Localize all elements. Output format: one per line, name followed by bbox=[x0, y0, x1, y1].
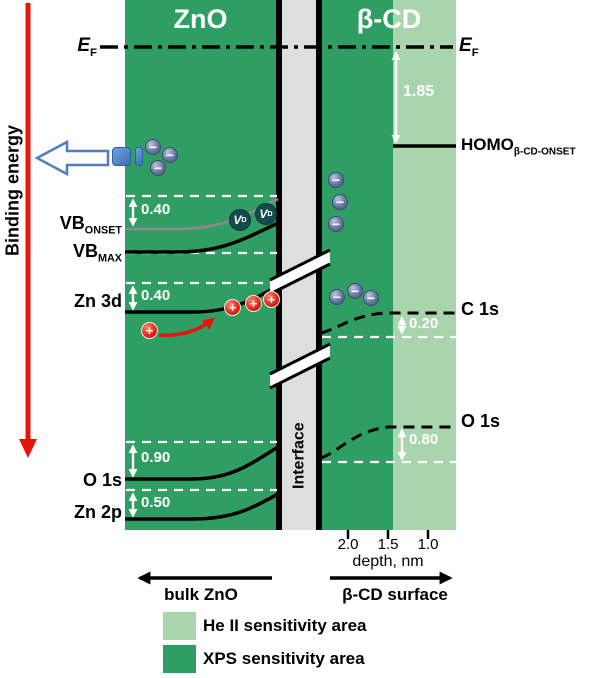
vb-max-sub: MAX bbox=[98, 252, 122, 265]
electron-icon: − bbox=[363, 290, 379, 306]
electron-icon: − bbox=[328, 172, 344, 188]
electron-icon: − bbox=[150, 160, 166, 176]
fermi-symbol: E bbox=[77, 35, 91, 56]
vb-onset-text: VB bbox=[59, 213, 85, 233]
o1s-bcd-shift-value: 0.80 bbox=[409, 431, 439, 448]
depth-tick-label: 1.0 bbox=[417, 536, 439, 553]
electron-icon: − bbox=[162, 147, 178, 163]
homo-label: HOMOβ-CD-ONSET bbox=[461, 135, 576, 157]
homo-shift-value: 1.85 bbox=[403, 83, 435, 100]
electron-symbol: − bbox=[366, 290, 376, 306]
bulk-zno-label: bulk ZnO bbox=[164, 585, 238, 604]
bcd-surface-label: β-CD surface bbox=[342, 585, 448, 604]
electron-icon: − bbox=[329, 289, 345, 305]
zn3d-label: Zn 3d bbox=[74, 291, 122, 311]
interface-label: Interface bbox=[290, 422, 308, 489]
vd-symbol: V bbox=[259, 207, 268, 221]
fermi-label-right: EF bbox=[459, 35, 479, 59]
hole-icon: + bbox=[263, 291, 280, 308]
o1s-zno-label: O 1s bbox=[82, 470, 122, 490]
electron-symbol: − bbox=[350, 283, 360, 299]
vb-max-label: VBMAX bbox=[20, 241, 122, 264]
zno-panel-title: ZnO bbox=[173, 4, 228, 34]
fermi-label-left: EF bbox=[40, 35, 97, 59]
electron-icon: − bbox=[328, 216, 344, 232]
bcd-panel-title: β-CD bbox=[356, 4, 422, 34]
legend-label-xps: XPS sensitivity area bbox=[203, 649, 365, 668]
bcd-panel-heii-area bbox=[393, 0, 456, 530]
electron-symbol: − bbox=[165, 147, 175, 163]
zn2p-label: Zn 2p bbox=[74, 502, 122, 522]
hole-symbol: + bbox=[267, 292, 276, 307]
binding-energy-label: Binding energy bbox=[2, 124, 23, 256]
electron-symbol: − bbox=[153, 160, 163, 176]
o1s-bcd-label: O 1s bbox=[461, 411, 501, 431]
fermi-sub: F bbox=[90, 46, 97, 59]
blue-square-icon bbox=[112, 147, 131, 166]
vb-onset-sub: ONSET bbox=[84, 224, 122, 237]
vd-sub: D bbox=[267, 209, 273, 219]
vb-max-text: VB bbox=[72, 241, 98, 261]
hole-icon: + bbox=[245, 295, 262, 312]
electron-symbol: − bbox=[332, 289, 342, 305]
vb-onset-label: VBONSET bbox=[20, 213, 122, 236]
hole-icon: + bbox=[141, 322, 158, 339]
homo-symbol: HOMO bbox=[461, 135, 514, 154]
hole-symbol: + bbox=[145, 323, 154, 338]
depth-tick-label: 1.5 bbox=[377, 536, 399, 553]
c1s-shift-value: 0.20 bbox=[409, 315, 439, 332]
electron-symbol: − bbox=[331, 216, 341, 232]
vb-shift-value: 0.40 bbox=[141, 201, 171, 218]
legend-label-heii: He II sensitivity area bbox=[203, 616, 367, 635]
o1s-shift-value: 0.90 bbox=[141, 449, 171, 466]
electron-symbol: − bbox=[148, 139, 158, 155]
depth-axis-label: depth, nm bbox=[352, 553, 424, 570]
bcd-panel-xps-area bbox=[322, 0, 393, 530]
vd-symbol: V bbox=[233, 213, 242, 227]
hole-symbol: + bbox=[228, 300, 237, 315]
zn3d-shift-value: 0.40 bbox=[141, 287, 171, 304]
vd-sub: D bbox=[241, 215, 247, 225]
zn2p-shift-value: 0.50 bbox=[141, 494, 171, 511]
binding-energy-arrowhead-icon bbox=[19, 439, 37, 458]
electron-icon: − bbox=[145, 139, 161, 155]
depth-tick-label: 2.0 bbox=[337, 536, 359, 553]
legend-swatch-heii bbox=[163, 612, 196, 640]
fermi-sub: F bbox=[471, 46, 479, 59]
electron-transfer-arrow-icon bbox=[34, 139, 110, 177]
electron-icon: − bbox=[347, 283, 363, 299]
fermi-symbol: E bbox=[459, 35, 472, 56]
electron-symbol: − bbox=[335, 194, 345, 210]
hole-symbol: + bbox=[249, 296, 258, 311]
hole-icon: + bbox=[224, 299, 241, 316]
homo-sub: β-CD-ONSET bbox=[513, 146, 576, 158]
blue-bar-icon bbox=[135, 147, 143, 166]
c1s-label: C 1s bbox=[461, 299, 500, 319]
electron-symbol: − bbox=[331, 172, 341, 188]
electron-icon: − bbox=[332, 194, 348, 210]
legend-swatch-xps bbox=[163, 645, 196, 673]
